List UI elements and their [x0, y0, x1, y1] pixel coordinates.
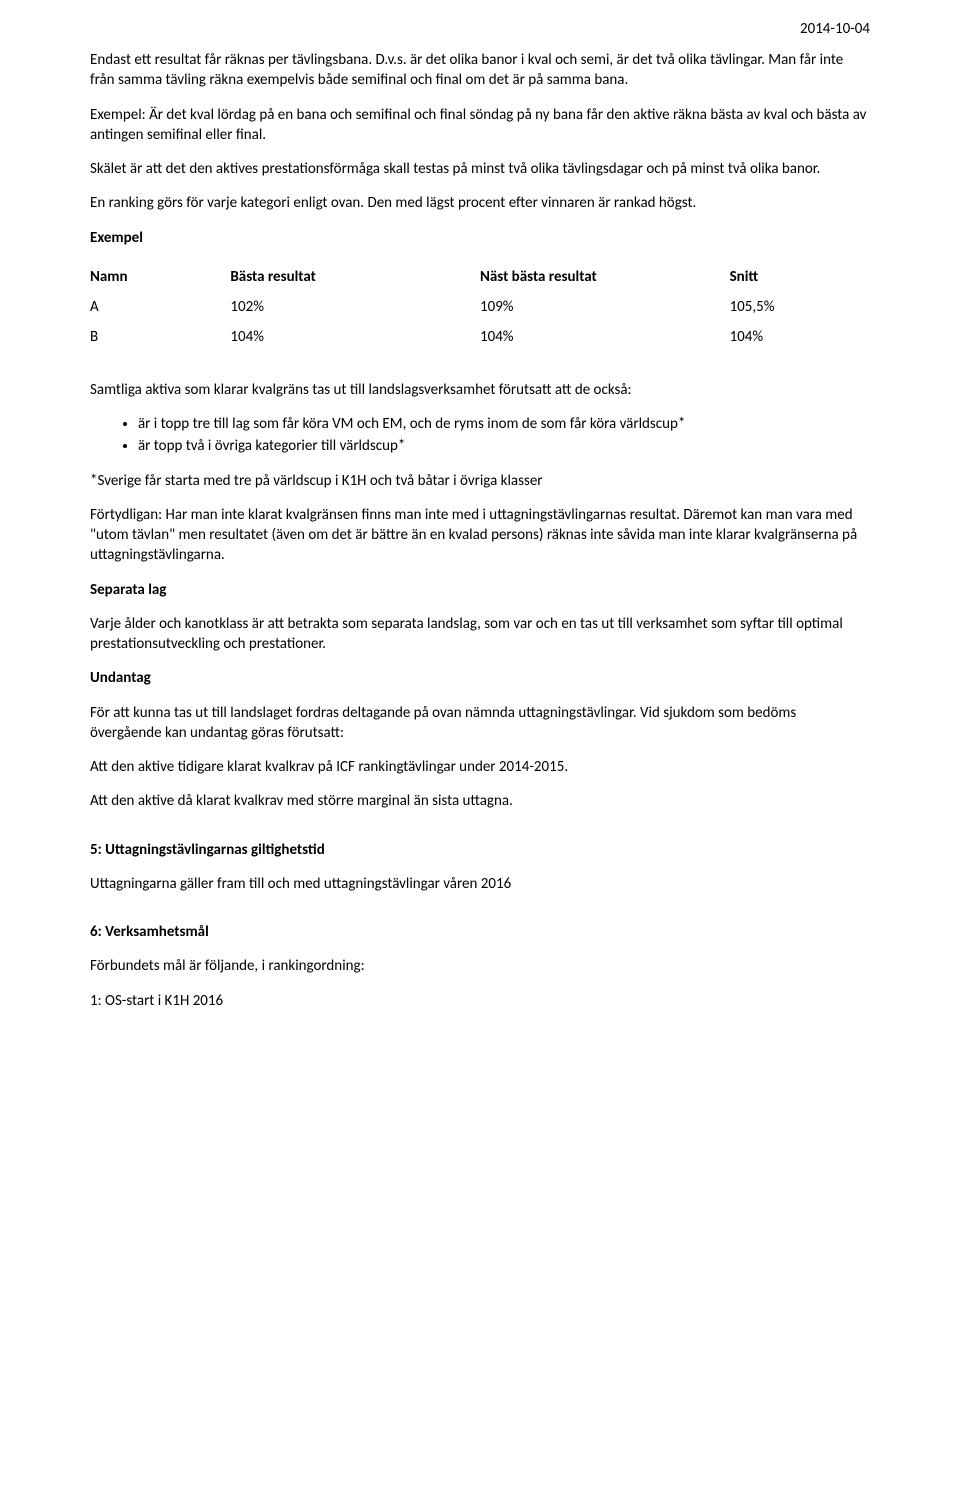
paragraph-validity: Uttagningarna gäller fram till och med u… [90, 874, 870, 894]
list-item: är topp två i övriga kategorier till vär… [138, 436, 870, 456]
cell-best: 104% [230, 322, 480, 352]
exempel-label: Exempel [90, 228, 870, 248]
cell-best: 102% [230, 292, 480, 322]
paragraph-footnote: *Sverige får starta med tre på världscup… [90, 471, 870, 491]
paragraph-goals-intro: Förbundets mål är följande, i rankingord… [90, 956, 870, 976]
bullet-list: är i topp tre till lag som får köra VM o… [90, 414, 870, 457]
paragraph-undantag-1: Att den aktive tidigare klarat kvalkrav … [90, 757, 870, 777]
cell-avg: 105,5% [730, 292, 870, 322]
paragraph-undantag-intro: För att kunna tas ut till landslaget for… [90, 703, 870, 744]
col-header-avg: Snitt [730, 262, 870, 292]
heading-section-5: 5: Uttagningstävlingarnas giltighetstid [90, 840, 870, 860]
paragraph-goal-1: 1: OS-start i K1H 2016 [90, 991, 870, 1011]
cell-name: A [90, 292, 230, 322]
col-header-best: Bästa resultat [230, 262, 480, 292]
cell-name: B [90, 322, 230, 352]
paragraph-qualification: Samtliga aktiva som klarar kvalgräns tas… [90, 380, 870, 400]
paragraph-reason: Skälet är att det den aktives prestation… [90, 159, 870, 179]
paragraph-clarification: Förtydligan: Har man inte klarat kvalgrä… [90, 505, 870, 566]
paragraph-rules-1: Endast ett resultat får räknas per tävli… [90, 50, 870, 91]
paragraph-ranking: En ranking görs för varje kategori enlig… [90, 193, 870, 213]
list-item: är i topp tre till lag som får köra VM o… [138, 414, 870, 434]
col-header-name: Namn [90, 262, 230, 292]
paragraph-example-1: Exempel: Är det kval lördag på en bana o… [90, 105, 870, 146]
date-header: 2014-10-04 [800, 20, 870, 38]
document-page: 2014-10-04 Endast ett resultat får räkna… [0, 0, 960, 1511]
cell-avg: 104% [730, 322, 870, 352]
cell-next: 104% [480, 322, 730, 352]
table-row: A 102% 109% 105,5% [90, 292, 870, 322]
table-row: B 104% 104% 104% [90, 322, 870, 352]
paragraph-undantag-2: Att den aktive då klarat kvalkrav med st… [90, 791, 870, 811]
cell-next: 109% [480, 292, 730, 322]
results-table: Namn Bästa resultat Näst bästa resultat … [90, 262, 870, 352]
heading-separata-lag: Separata lag [90, 580, 870, 600]
heading-undantag: Undantag [90, 668, 870, 688]
heading-section-6: 6: Verksamhetsmål [90, 922, 870, 942]
table-header-row: Namn Bästa resultat Näst bästa resultat … [90, 262, 870, 292]
col-header-next: Näst bästa resultat [480, 262, 730, 292]
paragraph-separata: Varje ålder och kanotklass är att betrak… [90, 614, 870, 655]
